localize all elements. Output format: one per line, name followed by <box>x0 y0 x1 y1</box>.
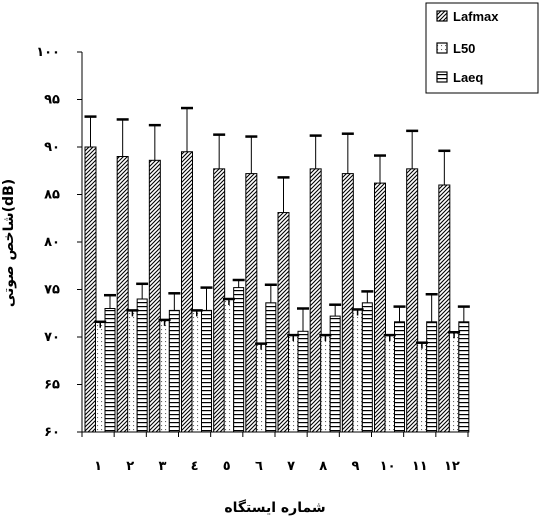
x-tick-label: ۱۲ <box>444 459 460 474</box>
x-tick-label: ۱۱ <box>412 459 428 474</box>
y-tick-label: ۶۵ <box>44 378 60 393</box>
bar-l50 <box>95 321 106 433</box>
y-tick-label: ۹۰ <box>44 140 60 155</box>
bar-laeq <box>136 298 148 433</box>
legend-swatch-lafmax <box>436 10 448 22</box>
bar-l50 <box>448 331 460 433</box>
bar-l50 <box>384 334 395 433</box>
bar-laeq <box>201 309 212 433</box>
bar-lafmax <box>84 146 97 433</box>
x-tick-labels: ۱ ۲ ۳ ٤ ٥ ٦ ۷ ۸ ۹ ۱۰ ۱۱ ۱۲ <box>94 459 460 474</box>
bar-l50 <box>255 343 267 433</box>
x-tick-label: ۲ <box>126 459 134 474</box>
bar-laeq <box>458 321 470 433</box>
y-tick-label: ۱۰۰ <box>36 45 60 60</box>
bar-lafmax <box>406 168 419 433</box>
x-tick-label: ۱ <box>94 459 102 474</box>
bar-lafmax <box>309 168 322 433</box>
bar-laeq <box>329 315 341 433</box>
x-axis-title: شماره ایستگاه <box>224 499 325 516</box>
bar-l50 <box>288 334 299 433</box>
x-tick-label: ۳ <box>158 459 166 474</box>
bar-lafmax <box>245 173 258 433</box>
x-tick-label: ۸ <box>319 459 327 474</box>
bar-lafmax <box>181 151 193 433</box>
y-tick-label: ۷۰ <box>44 330 60 345</box>
legend-swatch-l50 <box>436 42 448 54</box>
error-bars <box>84 106 470 350</box>
bar-lafmax <box>438 184 451 433</box>
x-tick-label: ٥ <box>223 459 231 474</box>
y-tick-label: ۸۵ <box>44 188 60 203</box>
x-tick-label: ۹ <box>351 459 359 474</box>
y-ticks: ۶۰ ۶۵ ۷۰ ۷۵ ۸۰ ۸۵ ۹۰ ۹۵ ۱۰۰ <box>36 45 82 440</box>
y-axis-title: شاخص صوتی(dB) <box>1 179 17 307</box>
legend-label-lafmax: Lafmax <box>453 9 499 24</box>
bar-l50 <box>416 342 428 433</box>
y-tick-label: ۶۰ <box>44 425 60 440</box>
legend-label-laeq: Laeq <box>453 70 483 85</box>
x-tick-label: ۱۰ <box>380 459 396 474</box>
bar-laeq <box>394 321 405 433</box>
bar-laeq <box>297 330 309 433</box>
y-tick-label: ۸۰ <box>44 235 60 250</box>
bar-laeq <box>104 308 116 433</box>
legend-label-l50: L50 <box>453 41 475 56</box>
bar-lafmax <box>213 168 226 433</box>
bar-lafmax <box>277 212 290 433</box>
y-tick-label: ۹۵ <box>44 93 60 108</box>
x-tick-label: ٦ <box>255 459 263 474</box>
bars <box>84 146 470 433</box>
bar-laeq <box>168 309 180 433</box>
bar-lafmax <box>341 173 354 433</box>
legend: Lafmax L50 Laeq <box>425 2 539 94</box>
x-tick-label: ۷ <box>287 459 295 474</box>
bar-lafmax <box>374 182 386 433</box>
bar-l50 <box>352 308 363 433</box>
bar-l50 <box>127 309 138 433</box>
bar-l50 <box>191 309 202 433</box>
bar-laeq <box>265 302 277 433</box>
bar-laeq <box>361 302 373 433</box>
bar-l50 <box>223 298 235 433</box>
bar-laeq <box>233 287 245 433</box>
x-tick-label: ٤ <box>191 459 199 474</box>
bar-l50 <box>320 334 331 433</box>
bar-lafmax <box>148 159 161 433</box>
y-tick-label: ۷۵ <box>44 283 60 298</box>
x-ticks <box>81 432 469 437</box>
legend-swatch-laeq <box>436 71 448 83</box>
bar-laeq <box>426 321 438 433</box>
bar-lafmax <box>116 156 129 433</box>
bar-l50 <box>159 319 170 433</box>
